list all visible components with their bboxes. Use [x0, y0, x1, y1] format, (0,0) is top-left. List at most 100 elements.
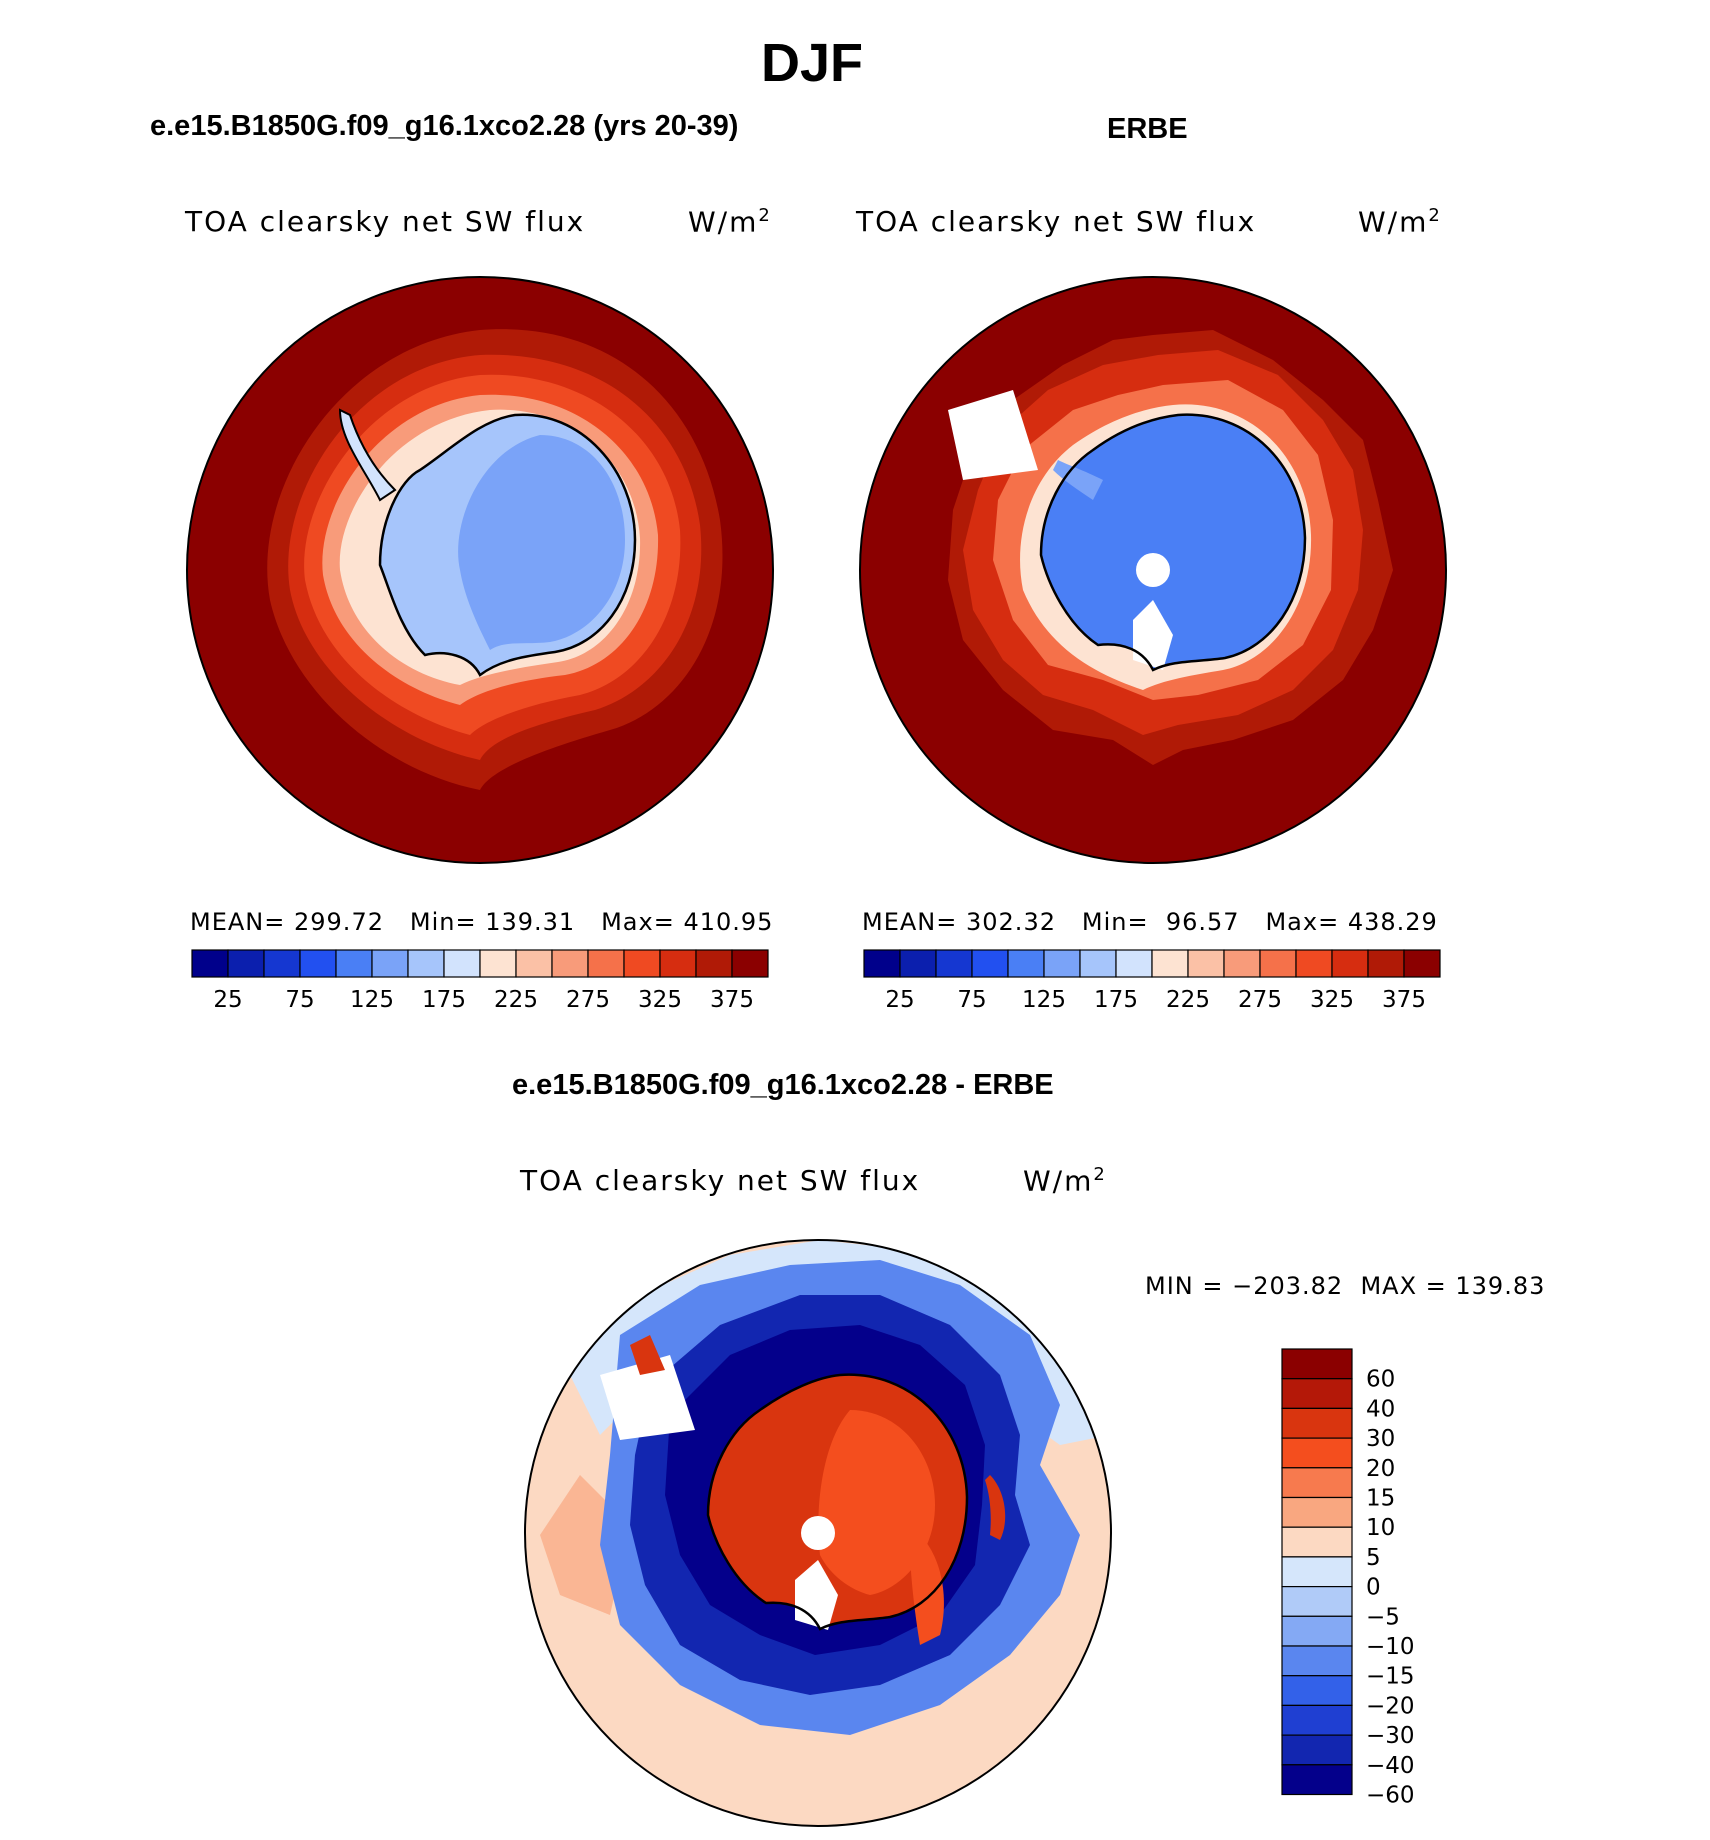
- panel-1-colorbar: 25 75 125 175 225 275 325 375: [191, 949, 769, 1013]
- panel-3-heading: e.e15.B1850G.f09_g16.1xco2.28 - ERBE: [512, 1069, 1054, 1101]
- panel-2-colorbar-tick-label: 175: [1094, 987, 1138, 1013]
- panel-2-colorbar-tick-label: 275: [1238, 987, 1282, 1013]
- panel-3-colorbar-swatch: [1281, 1734, 1353, 1766]
- panel-3-units: W/m2: [1023, 1164, 1107, 1198]
- panel-3-coastline: [706, 1373, 969, 1631]
- panel-2-continent-150: [1053, 460, 1103, 500]
- panel-2-colorbar-swatch: [935, 949, 973, 978]
- panel-1-colorbar-swatch: [587, 949, 625, 978]
- panel-3-map-border: [524, 1239, 1112, 1827]
- panel-3-colorbar-swatch: [1281, 1407, 1353, 1439]
- panel-3-colorbar-tick-label: 0: [1366, 1575, 1381, 1601]
- panel-2-colorbar-swatch: [1007, 949, 1045, 978]
- panel-3-colorbar-tick-label: −30: [1366, 1723, 1415, 1749]
- panel-3-map: [524, 1239, 1112, 1827]
- panel-1-colorbar-swatch: [371, 949, 409, 978]
- panel-2-heading: ERBE: [1107, 113, 1188, 145]
- panel-2-map: [859, 276, 1447, 864]
- panel-2-colorbar-tick-label: 375: [1382, 987, 1426, 1013]
- panel-1-colorbar-tick-label: 25: [213, 987, 242, 1013]
- panel-2-colorbar-tick-label: 125: [1022, 987, 1066, 1013]
- panel-3-continent-20: [818, 1410, 935, 1595]
- panel-3-colorbar-tick-label: −60: [1366, 1783, 1415, 1809]
- panel-3-colorbar-tick-label: 15: [1366, 1486, 1395, 1512]
- panel-2-colorbar-tick-label: 225: [1166, 987, 1210, 1013]
- panel-3-colorbar-swatch: [1281, 1348, 1353, 1380]
- panel-3-colorbar-tick-label: 5: [1366, 1545, 1381, 1571]
- panel-1-colorbar-swatch: [407, 949, 445, 978]
- panel-3-colorbar-tick-label: 30: [1366, 1426, 1395, 1452]
- panel-3-colorbar-tick-label: 60: [1366, 1367, 1395, 1393]
- panel-1-map: [186, 276, 774, 864]
- panel-1-colorbar-swatch: [227, 949, 265, 978]
- panel-3-colorbar-swatch: [1281, 1764, 1353, 1796]
- panel-2-missing-region-1: [948, 390, 1038, 480]
- panel-2-stats: MEAN= 302.32 Min= 96.57 Max= 438.29: [862, 908, 1438, 936]
- panel-1-colorbar-swatch: [551, 949, 589, 978]
- panel-3-colorbar-tick-label: −20: [1366, 1693, 1415, 1719]
- panel-2-colorbar-tick-label: 25: [885, 987, 914, 1013]
- page-title: DJF: [760, 33, 863, 93]
- panel-2-colorbar-swatch: [1331, 949, 1369, 978]
- panel-3-colorbar-swatch: [1281, 1526, 1353, 1558]
- panel-2-colorbar-swatch: [1367, 949, 1405, 978]
- panel-3-colorbar-swatch: [1281, 1645, 1353, 1677]
- panel-2-colorbar-swatch: [1115, 949, 1153, 978]
- panel-2-colorbar-swatch: [1259, 949, 1297, 978]
- panel-2-colorbar-swatch: [899, 949, 937, 978]
- panel-2-colorbar-swatch: [1187, 949, 1225, 978]
- panel-2-colorbar-swatch: [1403, 949, 1441, 978]
- panel-2-units: W/m2: [1358, 205, 1442, 239]
- panel-1-colorbar-swatch: [515, 949, 553, 978]
- panel-1-colorbar-tick-label: 175: [422, 987, 466, 1013]
- panel-3-continent-20b: [910, 1535, 944, 1645]
- panel-2-missing-region-2: [1133, 600, 1173, 670]
- panel-2-colorbar-tick-label: 75: [957, 987, 986, 1013]
- panel-3-colorbar-swatch: [1281, 1378, 1353, 1410]
- panel-1-colorbar-tick-label: 75: [285, 987, 314, 1013]
- panel-3-colorbar-tick-label: −5: [1366, 1604, 1400, 1630]
- panel-1-colorbar-tick-label: 225: [494, 987, 538, 1013]
- panel-3-colorbar-tick-label: 20: [1366, 1456, 1395, 1482]
- panel-1-colorbar-swatch: [623, 949, 661, 978]
- panel-3-colorbar-swatch: [1281, 1437, 1353, 1469]
- panel-1-colorbar-tick-label: 275: [566, 987, 610, 1013]
- panel-3-colorbar-swatch: [1281, 1615, 1353, 1647]
- panel-3-colorbar-tick-label: 40: [1366, 1396, 1395, 1422]
- panel-3-colorbar-tick-label: −10: [1366, 1634, 1415, 1660]
- panel-1-coastline: [378, 413, 637, 677]
- panel-3-colorbar-tick-label: 10: [1366, 1515, 1395, 1541]
- panel-1-colorbar-swatch: [335, 949, 373, 978]
- panel-2-colorbar-swatch: [863, 949, 901, 978]
- panel-1-stats: MEAN= 299.72 Min= 139.31 Max= 410.95: [190, 908, 774, 936]
- panel-1-colorbar-swatch: [299, 949, 337, 978]
- panel-3-colorbar-tick-label: −15: [1366, 1664, 1415, 1690]
- panel-1-colorbar-swatch: [263, 949, 301, 978]
- panel-1-colorbar-tick-label: 125: [350, 987, 394, 1013]
- panel-2-variable-label: TOA clearsky net SW flux: [856, 205, 1257, 238]
- panel-1-colorbar-swatch: [479, 949, 517, 978]
- panel-2-colorbar-tick-label: 325: [1310, 987, 1354, 1013]
- panel-2-colorbar-swatch: [971, 949, 1009, 978]
- panel-2-missing-pole: [1136, 553, 1170, 587]
- panel-1-colorbar-swatch: [659, 949, 697, 978]
- panel-3-variable-label: TOA clearsky net SW flux: [520, 1164, 921, 1197]
- panel-2-colorbar-swatch: [1223, 949, 1261, 978]
- panel-3-peninsula-positive: [630, 1335, 665, 1375]
- panel-1-map-border: [186, 276, 774, 864]
- panel-2-colorbar-swatch: [1151, 949, 1189, 978]
- panel-1-colorbar-tick-label: 325: [638, 987, 682, 1013]
- panel-1-colorbar-swatch: [191, 949, 229, 978]
- panel-3-stats: MIN = −203.82 MAX = 139.83: [1145, 1272, 1546, 1300]
- panel-3-colorbar-tick-label: −40: [1366, 1753, 1415, 1779]
- panel-2-continent-125: [1041, 414, 1305, 670]
- panel-2-colorbar-swatch: [1043, 949, 1081, 978]
- panel-2-map-border: [859, 276, 1447, 864]
- panel-3-colorbar-swatch: [1281, 1496, 1353, 1528]
- panel-1-variable-label: TOA clearsky net SW flux: [185, 205, 586, 238]
- panel-3-missing-region-1: [600, 1355, 695, 1440]
- panel-2-coastline: [1039, 413, 1307, 672]
- panel-1-colorbar-tick-label: 375: [710, 987, 754, 1013]
- panel-2-colorbar-swatch: [1295, 949, 1333, 978]
- panel-1-colorbar-swatch: [695, 949, 733, 978]
